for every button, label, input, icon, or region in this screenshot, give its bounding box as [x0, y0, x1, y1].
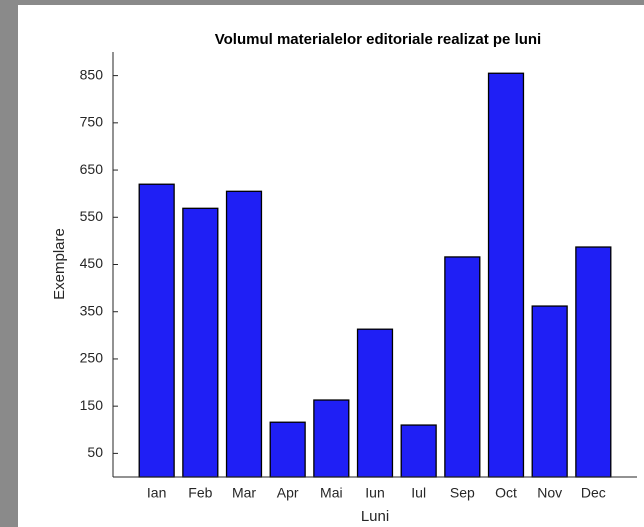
- y-axis-label: Exemplare: [51, 228, 68, 300]
- y-tick-label: 550: [80, 208, 104, 224]
- y-tick-label: 750: [80, 114, 104, 130]
- bar: [445, 257, 480, 477]
- chart: Volumul materialelor editoriale realizat…: [0, 0, 644, 527]
- y-tick-label: 850: [80, 66, 104, 82]
- x-tick-label: Oct: [495, 485, 517, 501]
- bar: [532, 306, 567, 477]
- x-tick-label: Feb: [188, 485, 212, 501]
- bar: [183, 208, 218, 477]
- bar: [576, 247, 611, 477]
- bar: [358, 329, 393, 477]
- y-tick-label: 250: [80, 350, 104, 366]
- bar: [489, 73, 524, 477]
- y-tick-label: 450: [80, 255, 104, 271]
- bar: [401, 425, 436, 477]
- y-tick-label: 50: [87, 444, 103, 460]
- x-tick-label: Dec: [581, 485, 606, 501]
- bar: [270, 422, 305, 477]
- x-tick-label: Apr: [277, 485, 299, 501]
- chart-title: Volumul materialelor editoriale realizat…: [215, 31, 541, 48]
- y-tick-label: 150: [80, 397, 104, 413]
- x-tick-label: Iun: [365, 485, 384, 501]
- x-tick-label: Iul: [411, 485, 426, 501]
- bar: [227, 191, 262, 477]
- y-tick-label: 350: [80, 302, 104, 318]
- x-tick-label: Sep: [450, 485, 475, 501]
- x-tick-label: Ian: [147, 485, 166, 501]
- bar: [314, 400, 349, 477]
- bar: [139, 184, 174, 477]
- x-axis-label: Luni: [361, 508, 389, 525]
- x-tick-label: Mai: [320, 485, 343, 501]
- x-tick-label: Mar: [232, 485, 256, 501]
- x-tick-label: Nov: [537, 485, 562, 501]
- y-tick-label: 650: [80, 161, 104, 177]
